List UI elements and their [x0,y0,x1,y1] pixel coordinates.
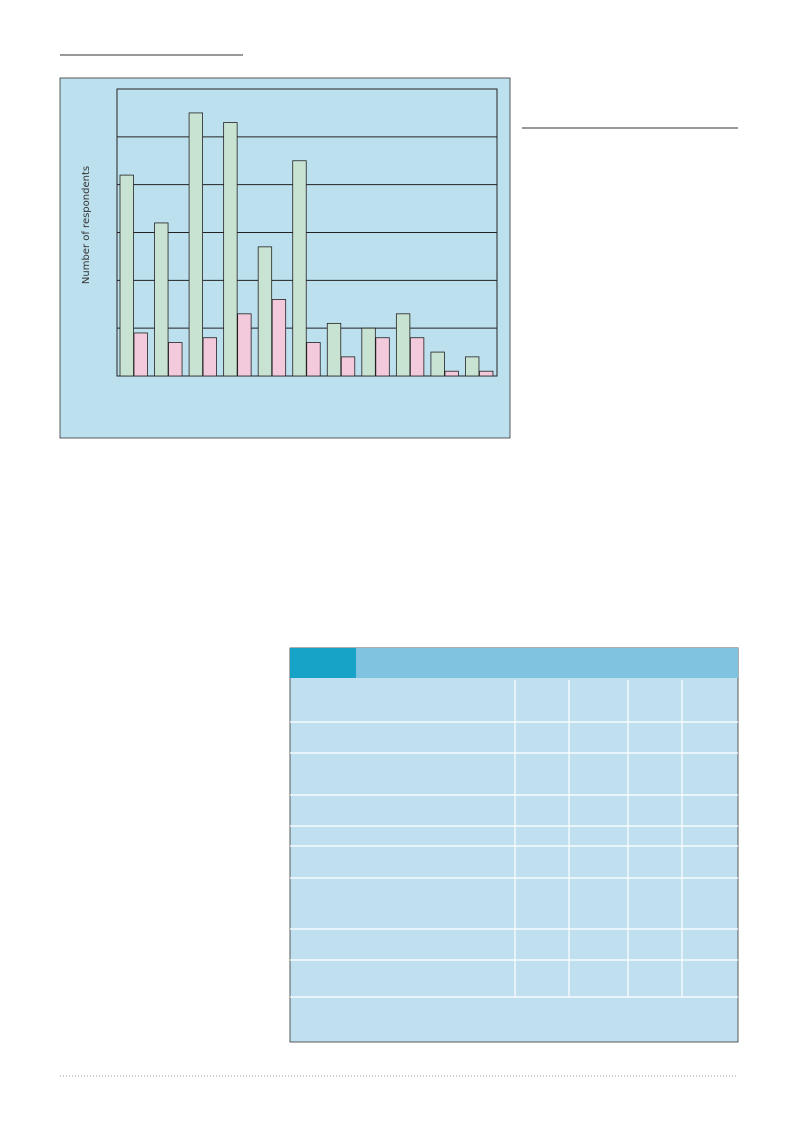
y-axis-label: Number of respondents [81,166,92,284]
bar [168,342,183,377]
bar [257,246,273,377]
bar [223,122,238,377]
bar [202,337,217,377]
table-tab [290,648,356,678]
bar [479,370,494,377]
bar [375,337,390,377]
table-header [356,648,738,678]
bar [409,337,425,377]
table [289,647,739,1043]
bar [306,342,321,377]
bar [340,356,356,377]
bar [119,174,134,377]
bar [154,222,169,377]
bar [188,112,203,377]
bar [133,332,148,377]
bar [271,299,287,377]
bar [430,351,445,377]
bar [361,327,376,377]
bar [444,370,459,377]
bar [292,160,307,377]
table-rules [290,680,738,998]
bar [395,313,411,377]
bar [465,356,480,377]
bar [237,313,252,377]
table-body [289,647,739,1043]
bar [326,322,342,377]
